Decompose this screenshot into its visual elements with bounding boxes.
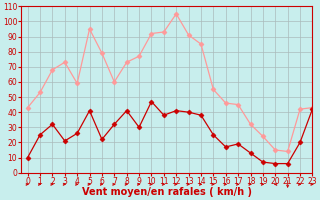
X-axis label: Vent moyen/en rafales ( km/h ): Vent moyen/en rafales ( km/h ) xyxy=(82,187,252,197)
